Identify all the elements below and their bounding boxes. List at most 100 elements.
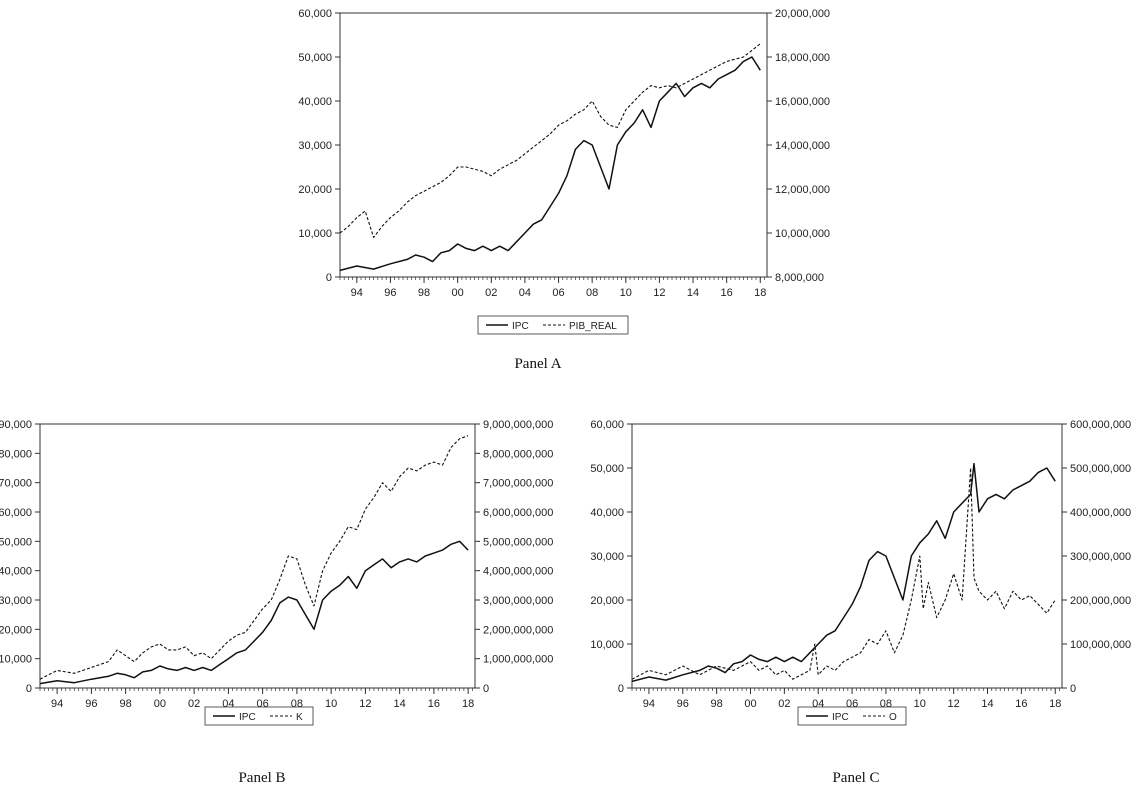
panel-a-right-tick-label: 18,000,000 — [775, 52, 830, 64]
panel-b-chart: 0 10,000 20,000 30,000 40,000 50,000 60,000 70,… — [0, 419, 553, 786]
panel-a-legend-label: IPC — [512, 321, 529, 332]
panel-b-x-tick-label: 96 — [85, 698, 97, 710]
panel-c-chart: 0 10,000 20,000 30,000 40,000 50,000 60,000 0 10… — [590, 419, 1131, 786]
panel-a-caption: Panel A — [514, 356, 561, 372]
panel-a-legend: IPC PIB_REAL — [477, 315, 629, 335]
panel-b-x-tick-label: 02 — [188, 698, 200, 710]
panel-a-x-tick-label: 06 — [552, 287, 564, 299]
panel-b-series-k — [39, 435, 469, 680]
panel-c-series-ipc — [631, 462, 1056, 683]
panel-a-x-tick-label: 00 — [452, 287, 464, 299]
panel-a-x-tick-label: 02 — [485, 287, 497, 299]
panel-c-x-tick-label: 00 — [744, 698, 756, 710]
panel-b-right-tick-label: 9,000,000,000 — [483, 419, 553, 431]
panel-a-left-tick-label: 20,000 — [298, 184, 332, 196]
panel-a-right-tick-label: 8,000,000 — [775, 272, 824, 284]
panel-b-caption: Panel B — [238, 770, 285, 786]
panel-c-x-tick-label: 96 — [677, 698, 689, 710]
panel-c-left-tick-label: 60,000 — [590, 419, 624, 431]
panel-b-right-tick-label: 4,000,000,000 — [483, 566, 553, 578]
panel-c-plot-frame — [631, 423, 1063, 689]
panel-b-x-tick-label: 00 — [154, 698, 166, 710]
panel-a-right-tick-label: 16,000,000 — [775, 96, 830, 108]
panel-b-x-tick-label: 12 — [359, 698, 371, 710]
panel-c-left-tick-label: 30,000 — [590, 551, 624, 563]
panel-b-left-tick-label: 60,000 — [0, 507, 32, 519]
panel-c-left-tick-label: 50,000 — [590, 463, 624, 475]
panel-c-right-tick-label: 600,000,000 — [1070, 419, 1131, 431]
panel-b-left-tick-label: 30,000 — [0, 595, 32, 607]
panel-b-series-ipc — [39, 540, 469, 685]
panel-b-legend-label: IPC — [239, 712, 256, 723]
panel-a-left-tick-label: 0 — [326, 272, 332, 284]
panel-c-x-tick-label: 18 — [1049, 698, 1061, 710]
panel-c-right-tick-label: 200,000,000 — [1070, 595, 1131, 607]
panel-c-right-tick-label: 300,000,000 — [1070, 551, 1131, 563]
panel-a-right-tick-label: 10,000,000 — [775, 228, 830, 240]
panel-c-right-tick-label: 400,000,000 — [1070, 507, 1131, 519]
panel-c-left-tick-label: 0 — [618, 683, 624, 695]
panel-c-x-tick-label: 14 — [981, 698, 993, 710]
panel-c-legend: IPC O — [797, 706, 907, 726]
panel-a-series-pib-real — [339, 43, 761, 238]
panel-b-right-tick-label: 6,000,000,000 — [483, 507, 553, 519]
panel-b-right-tick-label: 8,000,000,000 — [483, 448, 553, 460]
panel-c-left-tick-label: 20,000 — [590, 595, 624, 607]
panel-a-series-ipc — [339, 56, 761, 272]
panel-a-left-tick-label: 50,000 — [298, 52, 332, 64]
panel-a-x-tick-label: 04 — [519, 287, 531, 299]
panel-c-x-tick-label: 94 — [643, 698, 655, 710]
panel-b-right-tick-label: 3,000,000,000 — [483, 595, 553, 607]
panel-c-legend-box — [797, 706, 907, 726]
panel-a-x-tick-label: 14 — [687, 287, 699, 299]
panel-b-left-tick-label: 80,000 — [0, 448, 32, 460]
panel-b-left-tick-label: 0 — [26, 683, 32, 695]
panel-b-right-tick-label: 5,000,000,000 — [483, 536, 553, 548]
panel-b-left-tick-label: 20,000 — [0, 624, 32, 636]
panel-a-left-tick-label: 40,000 — [298, 96, 332, 108]
panel-b-x-tick-label: 18 — [462, 698, 474, 710]
panel-a-x-tick-label: 98 — [418, 287, 430, 299]
panel-a-legend-label: PIB_REAL — [569, 321, 617, 332]
panel-b-plot-frame — [39, 423, 476, 689]
panel-b-left-tick-label: 70,000 — [0, 478, 32, 490]
panel-b-right-tick-label: 2,000,000,000 — [483, 624, 553, 636]
panel-b-legend-label: K — [296, 712, 303, 723]
panel-c-x-tick-label: 02 — [778, 698, 790, 710]
panel-a-x-tick-label: 94 — [351, 287, 363, 299]
panel-a-right-tick-label: 20,000,000 — [775, 8, 830, 20]
panel-b-x-tick-label: 16 — [428, 698, 440, 710]
panel-c-x-tick-label: 10 — [914, 698, 926, 710]
panel-c-x-tick-label: 98 — [711, 698, 723, 710]
panel-a-x-tick-label: 10 — [620, 287, 632, 299]
panel-a-x-tick-label: 18 — [754, 287, 766, 299]
panel-c-left-tick-label: 10,000 — [590, 639, 624, 651]
panel-a-left-tick-label: 10,000 — [298, 228, 332, 240]
panel-b-x-tick-label: 10 — [325, 698, 337, 710]
panel-b-x-tick-label: 94 — [51, 698, 63, 710]
panel-a-x-tick-label: 16 — [721, 287, 733, 299]
panel-b-left-tick-label: 40,000 — [0, 566, 32, 578]
panel-b-left-tick-label: 50,000 — [0, 536, 32, 548]
panel-b-legend: IPC K — [204, 706, 314, 726]
panel-b-x-tick-label: 14 — [394, 698, 406, 710]
panel-a-x-tick-label: 96 — [384, 287, 396, 299]
panel-c-legend-label: IPC — [832, 712, 849, 723]
panel-a-left-tick-label: 30,000 — [298, 140, 332, 152]
panel-b-x-tick-label: 98 — [120, 698, 132, 710]
panel-c-legend-label: O — [889, 712, 897, 723]
panel-b-left-tick-label: 10,000 — [0, 654, 32, 666]
panel-b-right-tick-label: 1,000,000,000 — [483, 654, 553, 666]
panel-c-x-tick-label: 12 — [948, 698, 960, 710]
panel-c-series-o — [631, 467, 1056, 680]
panel-a-plot-frame — [339, 12, 768, 278]
panel-a-chart: 0 10,000 20,000 30,000 40,000 50,000 60,000 8,0… — [298, 8, 830, 372]
panel-b-right-tick-label: 7,000,000,000 — [483, 478, 553, 490]
panel-a-x-tick-label: 12 — [653, 287, 665, 299]
panel-a-right-tick-label: 14,000,000 — [775, 140, 830, 152]
panel-b-legend-box — [204, 706, 314, 726]
panel-b-left-tick-label: 90,000 — [0, 419, 32, 431]
panel-c-caption: Panel C — [832, 770, 879, 786]
panel-c-right-tick-label: 100,000,000 — [1070, 639, 1131, 651]
